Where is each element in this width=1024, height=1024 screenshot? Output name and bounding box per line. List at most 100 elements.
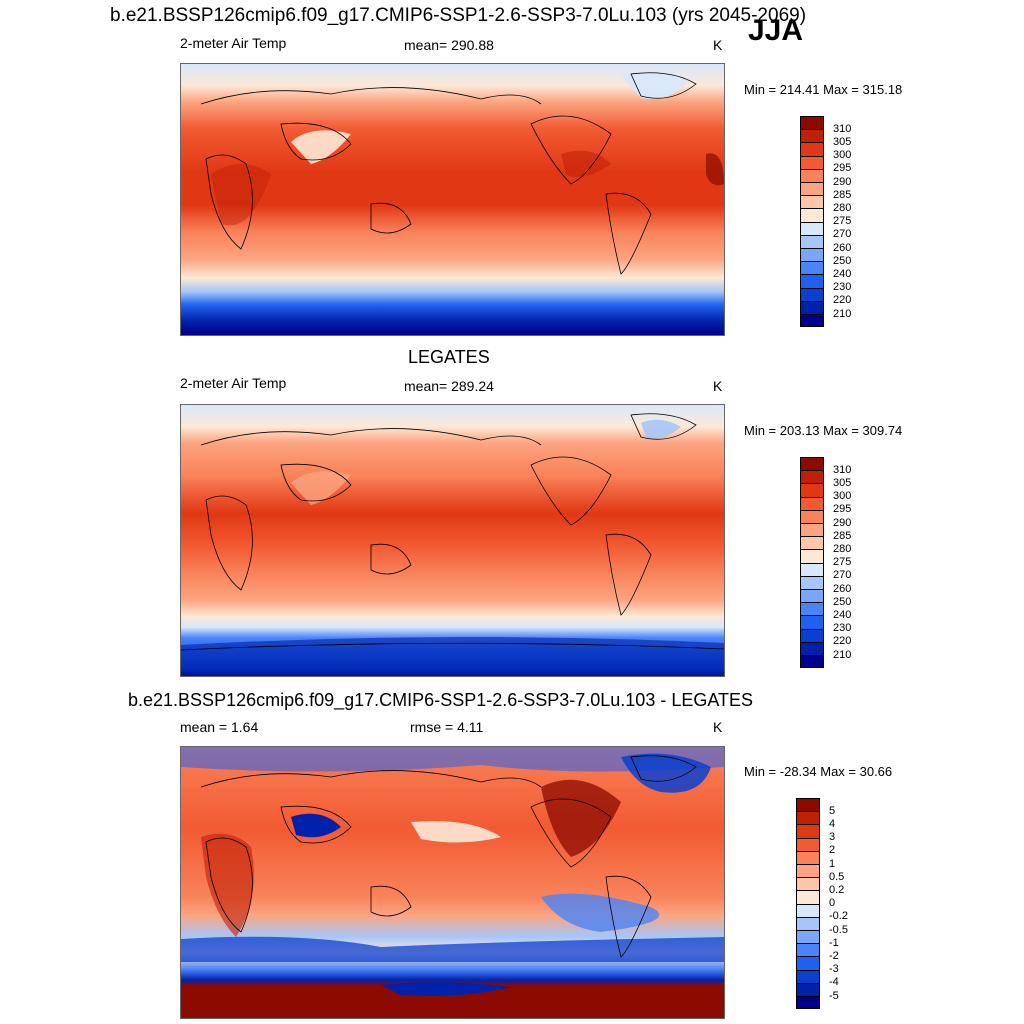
colorbar-tick-label: 270: [833, 569, 852, 582]
colorbar-tick-label: 295: [833, 503, 852, 516]
units-label: K: [713, 37, 723, 53]
colorbar-bin: [800, 261, 824, 275]
colorbar-bin: [800, 182, 824, 196]
colorbar-tick-label: 0.5: [829, 870, 845, 883]
colorbar-tick-label: 275: [833, 215, 852, 228]
colorbar-bin: [796, 916, 820, 930]
colorbar-bin: [796, 969, 820, 983]
difference-map: [180, 746, 725, 1019]
colorbar-tick-label: 275: [833, 556, 852, 569]
colorbar-bin: [800, 562, 824, 576]
colorbar-tick-label: 260: [833, 582, 852, 595]
variable-label: 2-meter Air Temp: [180, 375, 287, 391]
colorbar-tick-label: 305: [833, 135, 852, 148]
colorbar-tick-label: 310: [833, 463, 852, 476]
colorbar-bin: [800, 523, 824, 537]
colorbar-tick-label: 210: [833, 648, 852, 661]
colorbar-bin: [800, 234, 824, 248]
colorbar-bin: [800, 287, 824, 301]
colorbar-tick-label: -4: [829, 976, 839, 989]
colorbar-tick-label: 3: [829, 831, 836, 844]
colorbar-tick-label: 1: [829, 857, 836, 870]
colorbar-bin: [800, 208, 824, 222]
colorbar-bin: [800, 602, 824, 616]
colorbar-tick-label: 2: [829, 844, 836, 857]
colorbar-bin: [800, 615, 824, 629]
colorbar-tick-label: 240: [833, 608, 852, 621]
colorbar-tick-label: 4: [829, 817, 836, 830]
colorbar-bin: [800, 248, 824, 262]
colorbar-tick-label: 285: [833, 188, 852, 201]
colorbar-bin: [800, 509, 824, 523]
colorbar-tick-label: -0.5: [829, 923, 848, 936]
colorbar-bin: [796, 850, 820, 864]
variable-label: 2-meter Air Temp: [180, 35, 287, 51]
rmse-label: rmse = 4.11: [410, 719, 484, 735]
colorbar-bin: [796, 864, 820, 878]
colorbar-tick-label: -1: [829, 936, 839, 949]
temperature-map-model: [180, 63, 725, 336]
panel-title-obs: LEGATES: [408, 347, 490, 367]
colorbar-bin: [800, 195, 824, 209]
colorbar-bin: [800, 655, 824, 669]
mean-label: mean= 289.24: [404, 378, 494, 394]
colorbar-tick-label: 295: [833, 162, 852, 175]
colorbar-bin: [800, 628, 824, 642]
colorbar-bin: [800, 575, 824, 589]
colorbar-tick-label: 310: [833, 122, 852, 135]
colorbar-bin: [796, 956, 820, 970]
colorbar-bin: [800, 155, 824, 169]
minmax-label: Min = -28.34 Max = 30.66: [744, 764, 893, 779]
colorbar-tick-label: 280: [833, 542, 852, 555]
colorbar-tick-label: 260: [833, 241, 852, 254]
colorbar-tick-label: 280: [833, 201, 852, 214]
colorbar-bin: [796, 890, 820, 904]
units-label: K: [713, 378, 723, 394]
minmax-label: Min = 203.13 Max = 309.74: [744, 423, 903, 438]
colorbar-bin: [800, 536, 824, 550]
temperature-map-obs: [180, 404, 725, 677]
colorbar-tick-label: 290: [833, 175, 852, 188]
colorbar-bin: [800, 168, 824, 182]
figure-title: b.e21.BSSP126cmip6.f09_g17.CMIP6-SSP1-2.…: [110, 5, 807, 26]
colorbar-tick-label: 300: [833, 149, 852, 162]
colorbar-tick-label: 230: [833, 281, 852, 294]
colorbar-tick-label: 300: [833, 490, 852, 503]
colorbar-bin: [800, 221, 824, 235]
colorbar-tick-label: -3: [829, 963, 839, 976]
colorbar-bin: [800, 496, 824, 510]
colorbar-tick-label: 270: [833, 228, 852, 241]
colorbar-tick-label: 250: [833, 254, 852, 267]
colorbar-bin: [796, 824, 820, 838]
colorbar-tick-label: 240: [833, 267, 852, 280]
colorbar-tick-label: 285: [833, 529, 852, 542]
colorbar-tick-label: 5: [829, 804, 836, 817]
season-label: JJA: [748, 14, 804, 47]
colorbar-bin: [796, 930, 820, 944]
colorbar-bin: [796, 877, 820, 891]
colorbar-tick-label: 0: [829, 897, 836, 910]
colorbar-bin: [800, 549, 824, 563]
colorbar-bin: [800, 116, 824, 130]
colorbar-tick-label: 305: [833, 476, 852, 489]
mean-label: mean = 1.64: [180, 719, 259, 735]
colorbar-bin: [796, 811, 820, 825]
colorbar-tick-label: 250: [833, 595, 852, 608]
panel-title-difference: b.e21.BSSP126cmip6.f09_g17.CMIP6-SSP1-2.…: [128, 690, 754, 710]
colorbar-bin: [800, 589, 824, 603]
minmax-label: Min = 214.41 Max = 315.18: [744, 82, 903, 97]
colorbar-bin: [800, 457, 824, 471]
colorbar-bin: [796, 943, 820, 957]
colorbar-bin: [796, 982, 820, 996]
mean-label: mean= 290.88: [404, 37, 494, 53]
colorbar-bin: [796, 837, 820, 851]
colorbar-tick-label: -5: [829, 989, 839, 1002]
units-label: K: [713, 719, 723, 735]
colorbar-bin: [796, 996, 820, 1010]
colorbar-tick-label: 220: [833, 294, 852, 307]
colorbar-tick-label: 220: [833, 635, 852, 648]
colorbar-bin: [800, 129, 824, 143]
colorbar-bin: [800, 274, 824, 288]
colorbar-tick-label: -2: [829, 949, 839, 962]
colorbar-tick-label: -0.2: [829, 910, 848, 923]
